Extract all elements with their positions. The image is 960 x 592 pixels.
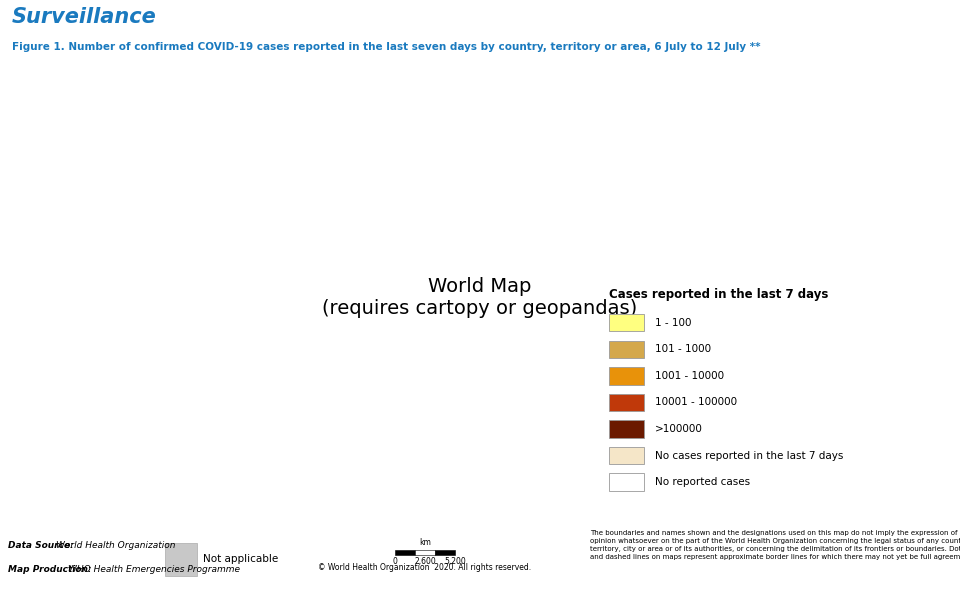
Text: >100000: >100000 xyxy=(655,424,703,434)
Text: No cases reported in the last 7 days: No cases reported in the last 7 days xyxy=(655,451,843,461)
Text: World Map
(requires cartopy or geopandas): World Map (requires cartopy or geopandas… xyxy=(323,277,637,318)
Text: WHO Health Emergencies Programme: WHO Health Emergencies Programme xyxy=(68,565,240,574)
Text: Figure 1. Number of confirmed COVID-19 cases reported in the last seven days by : Figure 1. Number of confirmed COVID-19 c… xyxy=(12,42,760,52)
Bar xyxy=(610,420,644,437)
Text: Map Production:: Map Production: xyxy=(8,565,91,574)
Text: 1001 - 10000: 1001 - 10000 xyxy=(655,371,724,381)
Text: The boundaries and names shown and the designations used on this map do not impl: The boundaries and names shown and the d… xyxy=(590,530,960,560)
Text: 1 - 100: 1 - 100 xyxy=(655,318,691,328)
Bar xyxy=(610,447,644,464)
Text: World Health Organization: World Health Organization xyxy=(56,541,176,550)
Text: Cases reported in the last 7 days: Cases reported in the last 7 days xyxy=(610,288,828,301)
Bar xyxy=(610,314,644,332)
Bar xyxy=(435,549,455,555)
Text: Not applicable: Not applicable xyxy=(203,555,278,564)
Text: 0: 0 xyxy=(393,556,397,565)
Bar xyxy=(165,543,197,575)
Text: 10001 - 100000: 10001 - 100000 xyxy=(655,397,737,407)
Text: 101 - 1000: 101 - 1000 xyxy=(655,345,711,354)
Text: 5,200: 5,200 xyxy=(444,556,466,565)
Bar xyxy=(610,474,644,491)
Text: 2,600: 2,600 xyxy=(414,556,436,565)
Text: © World Health Organization  2020. All rights reserved.: © World Health Organization 2020. All ri… xyxy=(319,562,532,572)
Text: No reported cases: No reported cases xyxy=(655,477,750,487)
Text: Surveillance: Surveillance xyxy=(12,7,156,27)
Bar xyxy=(610,367,644,385)
Bar xyxy=(610,340,644,358)
Text: km: km xyxy=(420,538,431,546)
Bar xyxy=(610,394,644,411)
Bar xyxy=(415,549,435,555)
Text: Data Source:: Data Source: xyxy=(8,541,74,550)
Bar xyxy=(395,549,415,555)
